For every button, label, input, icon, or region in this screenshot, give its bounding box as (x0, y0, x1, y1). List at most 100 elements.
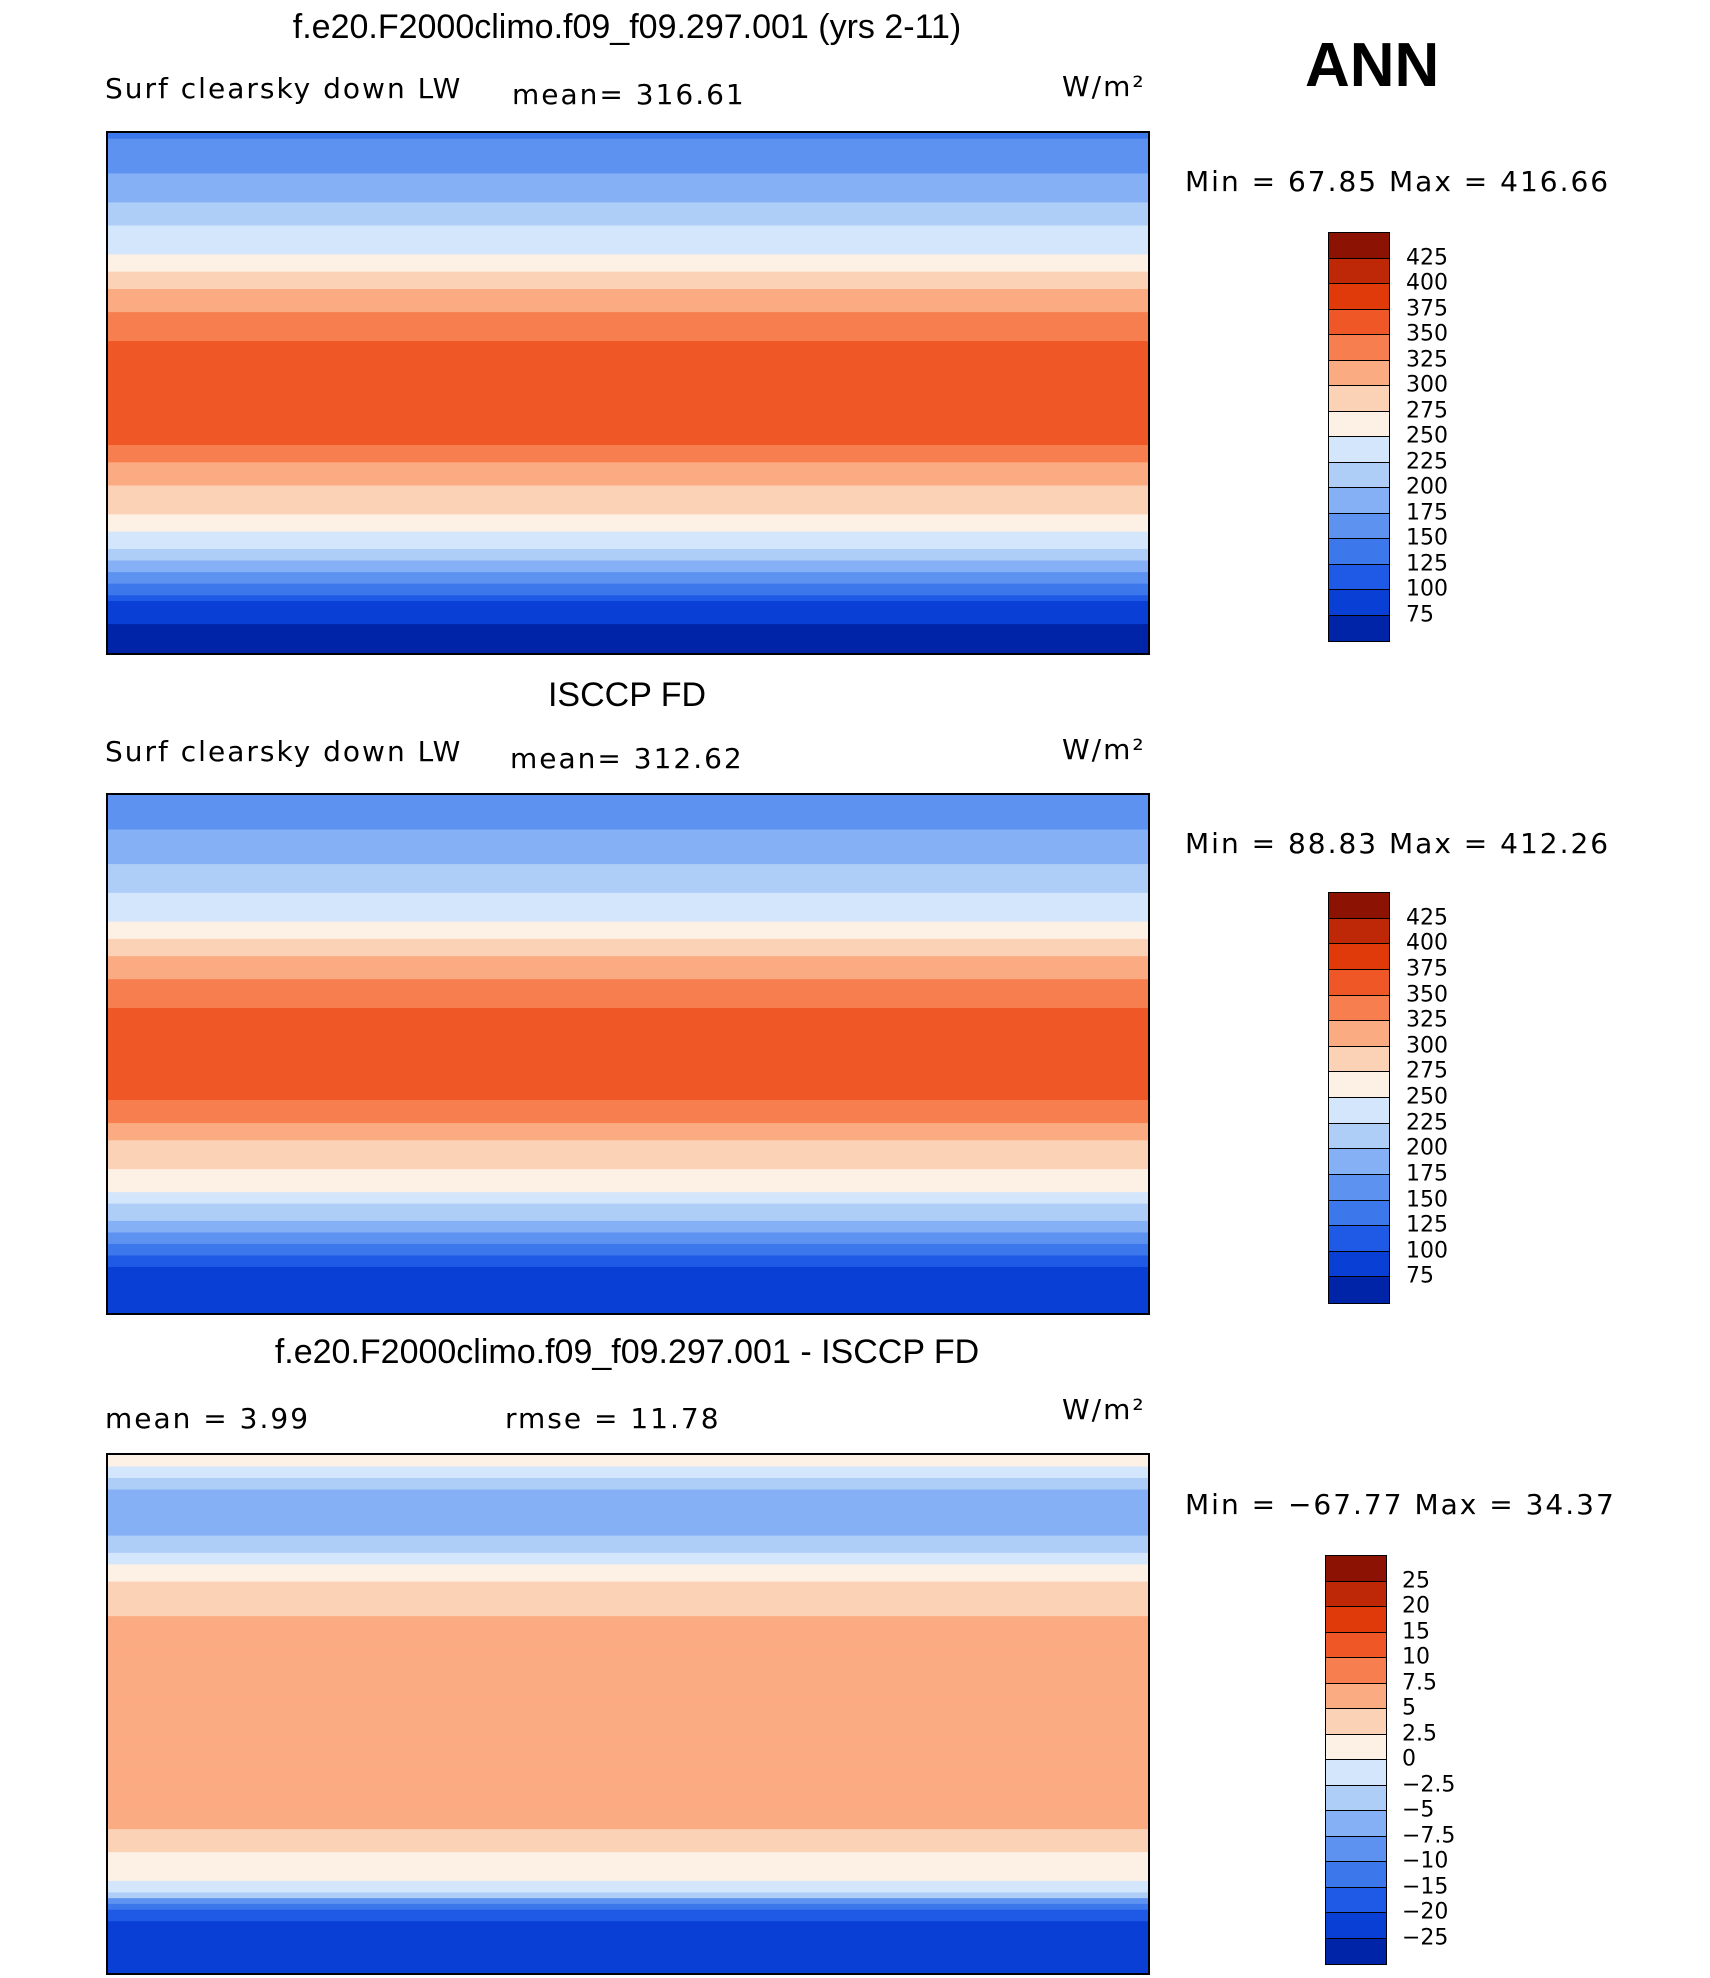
latitude-band (108, 1243, 1148, 1251)
latitude-band (108, 173, 1148, 180)
colorbar-tick-label: 325 (1406, 347, 1448, 372)
latitude-band (108, 1811, 1148, 1819)
colorbar-box (1326, 1938, 1386, 1964)
colorbar-tick-label: 100 (1406, 576, 1448, 602)
latitude-band (108, 1783, 1148, 1790)
latitude-band (108, 1886, 1148, 1894)
colorbar-tick-label: 150 (1406, 1187, 1448, 1212)
latitude-band (108, 1174, 1148, 1182)
colorbar-tick-label: 5 (1402, 1695, 1416, 1721)
latitude-band (108, 583, 1148, 591)
latitude-band (108, 818, 1148, 825)
latitude-band (108, 1840, 1148, 1847)
latitude-band (108, 898, 1148, 905)
latitude-band (108, 921, 1148, 928)
latitude-band (108, 1460, 1148, 1468)
latitude-band (108, 1524, 1148, 1531)
latitude-band (108, 795, 1148, 802)
latitude-band (108, 892, 1148, 900)
latitude-band (108, 393, 1148, 400)
latitude-band (108, 835, 1148, 842)
latitude-band (108, 410, 1148, 417)
latitude-band (108, 1955, 1148, 1963)
latitude-band (108, 1604, 1148, 1611)
latitude-band (108, 1261, 1148, 1268)
latitude-band (108, 1742, 1148, 1750)
latitude-band (108, 179, 1148, 186)
latitude-band (108, 1529, 1148, 1537)
latitude-band (108, 473, 1148, 481)
latitude-band (108, 1558, 1148, 1565)
latitude-band (108, 572, 1148, 579)
latitude-band (108, 1593, 1148, 1600)
latitude-band (108, 927, 1148, 934)
latitude-band (108, 1077, 1148, 1084)
latitude-band (108, 910, 1148, 917)
latitude-band (108, 956, 1148, 963)
colorbar-box (1329, 1277, 1389, 1303)
latitude-band (108, 1472, 1148, 1479)
latitude-band (108, 1967, 1148, 1973)
colorbar-tick-label: 300 (1406, 372, 1448, 398)
colorbar-box (1326, 1760, 1386, 1786)
colorbar-box (1329, 969, 1389, 996)
latitude-band (108, 213, 1148, 221)
latitude-band (108, 1266, 1148, 1274)
latitude-band (108, 566, 1148, 573)
colorbar-tick-label: 100 (1406, 1238, 1448, 1264)
latitude-band (108, 641, 1148, 648)
panel1-map (106, 131, 1150, 655)
latitude-band (108, 647, 1148, 653)
latitude-band (108, 358, 1148, 365)
latitude-band (108, 1007, 1148, 1015)
latitude-band (108, 1564, 1148, 1571)
colorbar-box (1329, 411, 1389, 437)
latitude-band (108, 1284, 1148, 1291)
latitude-band (108, 289, 1148, 296)
latitude-band (108, 612, 1148, 619)
latitude-band (108, 1760, 1148, 1767)
latitude-band (108, 1209, 1148, 1216)
colorbar-box (1326, 1734, 1386, 1760)
latitude-band (108, 1065, 1148, 1072)
colorbar-tick-label: −5 (1402, 1797, 1435, 1823)
latitude-band (108, 1863, 1148, 1870)
latitude-band (108, 520, 1148, 527)
latitude-band (108, 1570, 1148, 1577)
latitude-band (108, 514, 1148, 521)
colorbar-box (1326, 1581, 1386, 1607)
colorbar-box (1326, 1607, 1386, 1633)
colorbar-tick-label: 275 (1406, 398, 1448, 423)
latitude-band (108, 1278, 1148, 1285)
latitude-band (108, 560, 1148, 567)
latitude-band (108, 1690, 1148, 1698)
latitude-band (108, 531, 1148, 539)
latitude-band (108, 1054, 1148, 1061)
latitude-band (108, 1598, 1148, 1606)
colorbar-box (1329, 1072, 1389, 1098)
latitude-band (108, 595, 1148, 602)
latitude-band (108, 1673, 1148, 1681)
latitude-band (108, 277, 1148, 284)
latitude-band (108, 341, 1148, 348)
latitude-band (108, 1788, 1148, 1796)
latitude-band (108, 1157, 1148, 1164)
colorbar-tick-label: 175 (1406, 1161, 1448, 1187)
latitude-band (108, 1186, 1148, 1193)
latitude-band (108, 294, 1148, 302)
latitude-band (108, 1146, 1148, 1153)
latitude-band (108, 1823, 1148, 1830)
colorbar-box (1329, 564, 1389, 590)
latitude-band (108, 450, 1148, 458)
latitude-band (108, 1857, 1148, 1865)
latitude-band (108, 973, 1148, 980)
latitude-band (108, 1627, 1148, 1635)
latitude-band (108, 1633, 1148, 1640)
latitude-band (108, 823, 1148, 831)
colorbar-box (1326, 1913, 1386, 1939)
colorbar-tick-label: 350 (1406, 321, 1448, 347)
latitude-band (108, 961, 1148, 969)
latitude-band (108, 537, 1148, 544)
colorbar-box (1326, 1785, 1386, 1811)
latitude-band (108, 858, 1148, 865)
